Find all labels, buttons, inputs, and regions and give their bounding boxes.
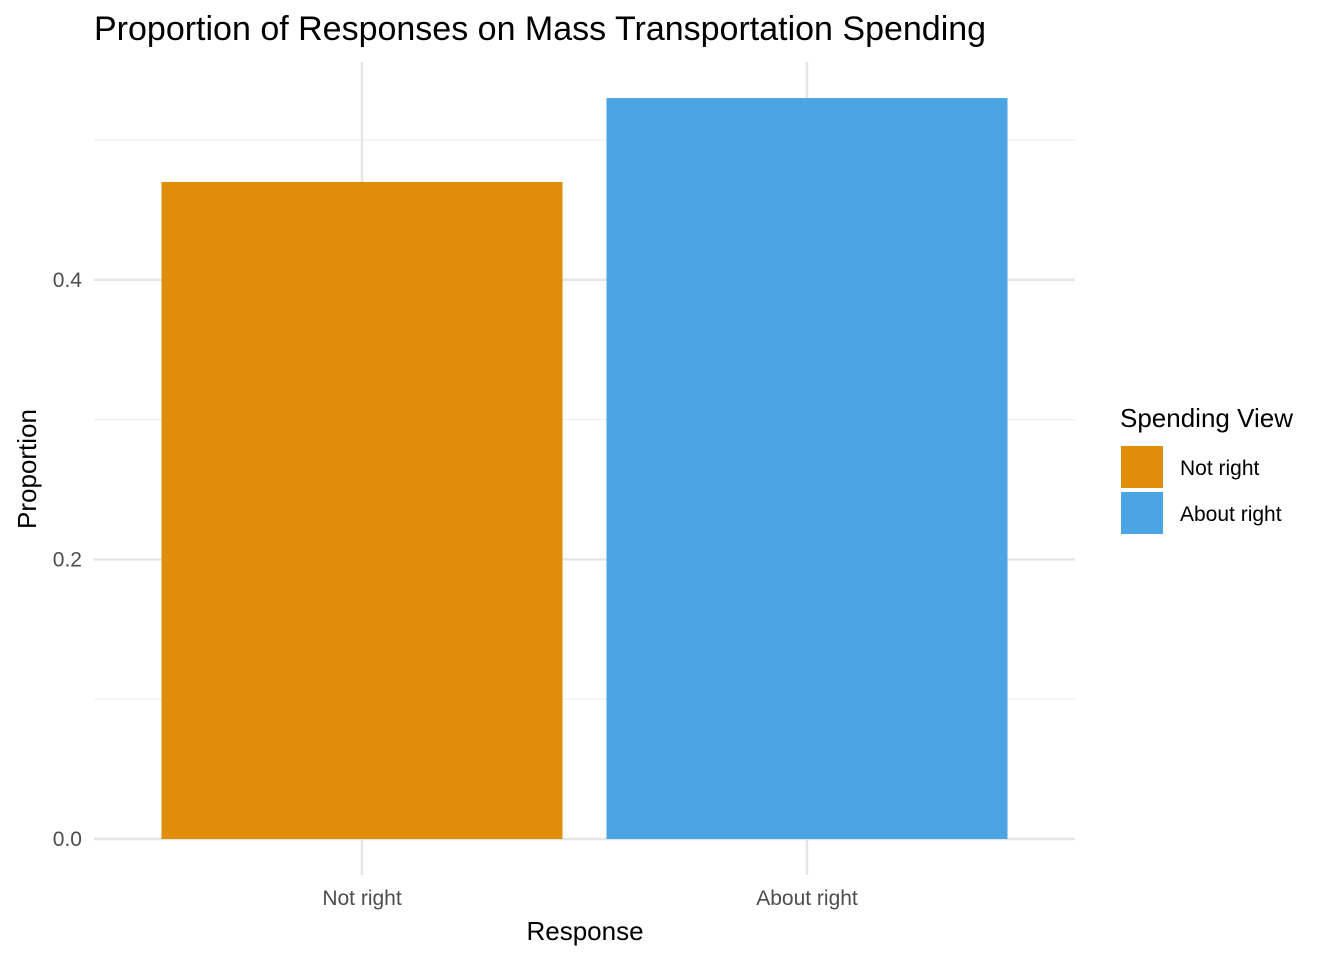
bar-about-right [606,98,1008,839]
x-tick-label: Not right [322,887,402,910]
x-axis-title: Response [526,916,643,946]
chart-title: Proportion of Responses on Mass Transpor… [94,10,986,48]
legend-swatch [1121,492,1163,534]
legend-swatch [1121,446,1163,488]
y-tick-label: 0.0 [53,828,82,851]
legend-entries: Not right About right [1121,446,1282,534]
x-axis-tick-labels: Not right About right [322,887,858,910]
legend-label: About right [1180,503,1282,526]
bars [161,98,1008,839]
y-axis-title: Proportion [12,409,42,529]
y-axis-tick-labels: 0.0 0.2 0.4 [53,269,83,851]
legend-title: Spending View [1120,403,1293,433]
legend: Spending View Not right About right [1120,403,1293,534]
y-tick-label: 0.4 [53,269,83,292]
legend-label: Not right [1180,457,1260,480]
x-tick-label: About right [756,887,858,910]
bar-not-right [161,181,563,839]
y-tick-label: 0.2 [53,548,82,571]
